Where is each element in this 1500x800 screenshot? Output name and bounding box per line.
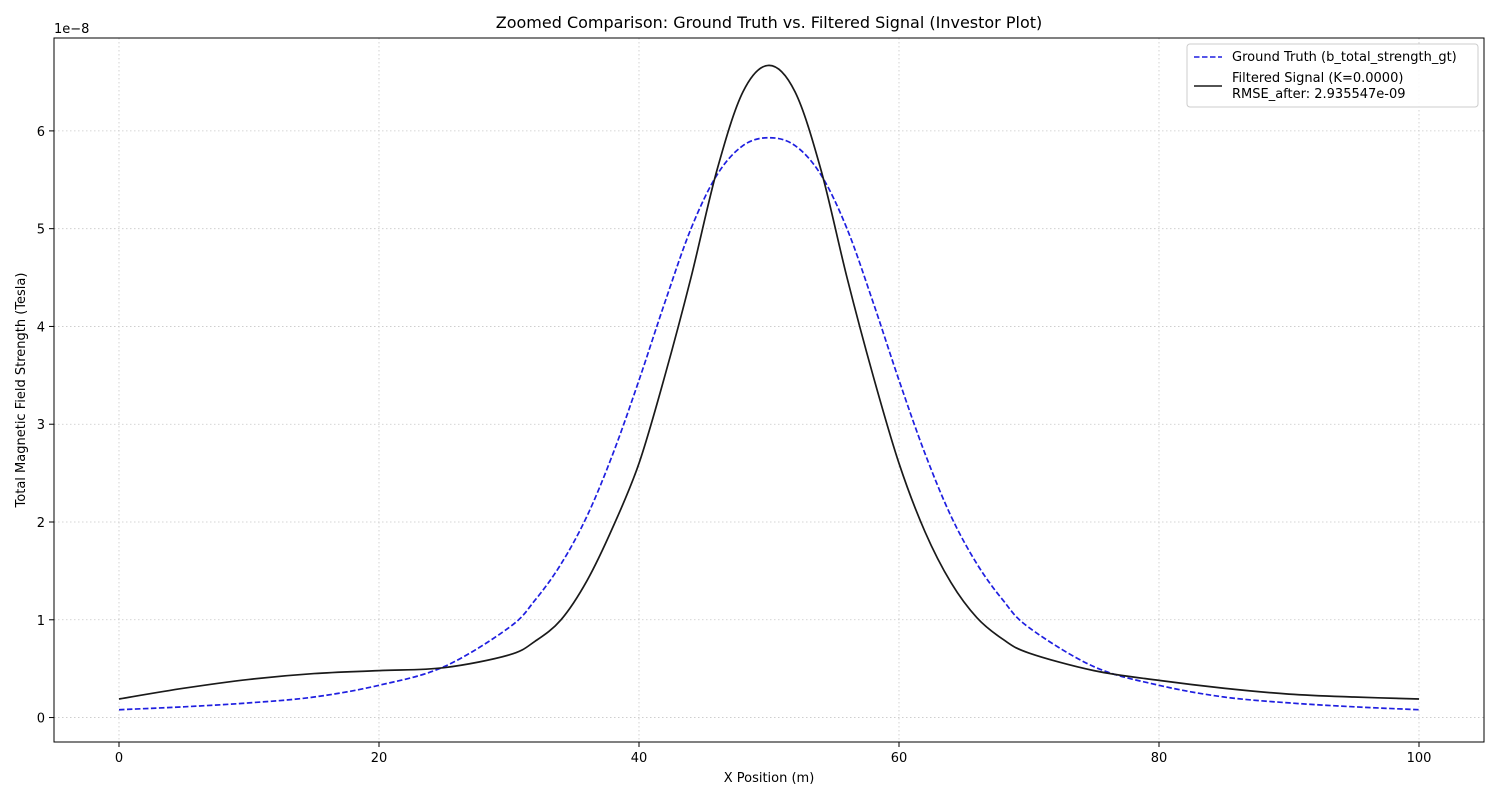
x-tick-label: 80 <box>1151 751 1168 766</box>
legend-box <box>1186 43 1479 108</box>
legend-label-ground-truth: Ground Truth (b_total_strength_gt) <box>1232 50 1457 65</box>
series-layer <box>118 64 1420 711</box>
x-tick-label: 40 <box>631 751 648 766</box>
x-tick-label: 20 <box>371 751 388 766</box>
grid <box>54 38 1484 742</box>
x-tick-label: 0 <box>115 751 123 766</box>
y-tick-label: 0 <box>37 712 45 727</box>
x-tick-label: 60 <box>891 751 908 766</box>
y-tick-label: 5 <box>37 223 45 238</box>
series-line-filtered-signal <box>118 64 1420 700</box>
plot-frame <box>53 37 1485 743</box>
x-axis-label: X Position (m) <box>724 771 815 786</box>
legend-label-rmse: RMSE_after: 2.935547e-09 <box>1232 87 1406 102</box>
y-axis: 0 1 2 3 4 5 6 <box>37 125 54 727</box>
legend-label-filtered-signal: Filtered Signal (K=0.0000) <box>1232 71 1403 86</box>
series-line-ground-truth <box>118 136 1420 711</box>
y-tick-label: 6 <box>37 125 45 140</box>
chart-title: Zoomed Comparison: Ground Truth vs. Filt… <box>496 13 1043 32</box>
y-tick-label: 2 <box>37 516 45 531</box>
legend: Ground Truth (b_total_strength_gt) Filte… <box>1186 43 1479 108</box>
y-offset-label: 1e−8 <box>54 22 89 37</box>
y-tick-label: 4 <box>37 320 45 335</box>
y-axis-label: Total Magnetic Field Strength (Tesla) <box>14 273 29 509</box>
y-tick-label: 1 <box>37 614 45 629</box>
x-tick-label: 100 <box>1407 751 1432 766</box>
x-axis: 0 20 40 60 80 100 <box>115 742 1432 766</box>
y-tick-label: 3 <box>37 418 45 433</box>
